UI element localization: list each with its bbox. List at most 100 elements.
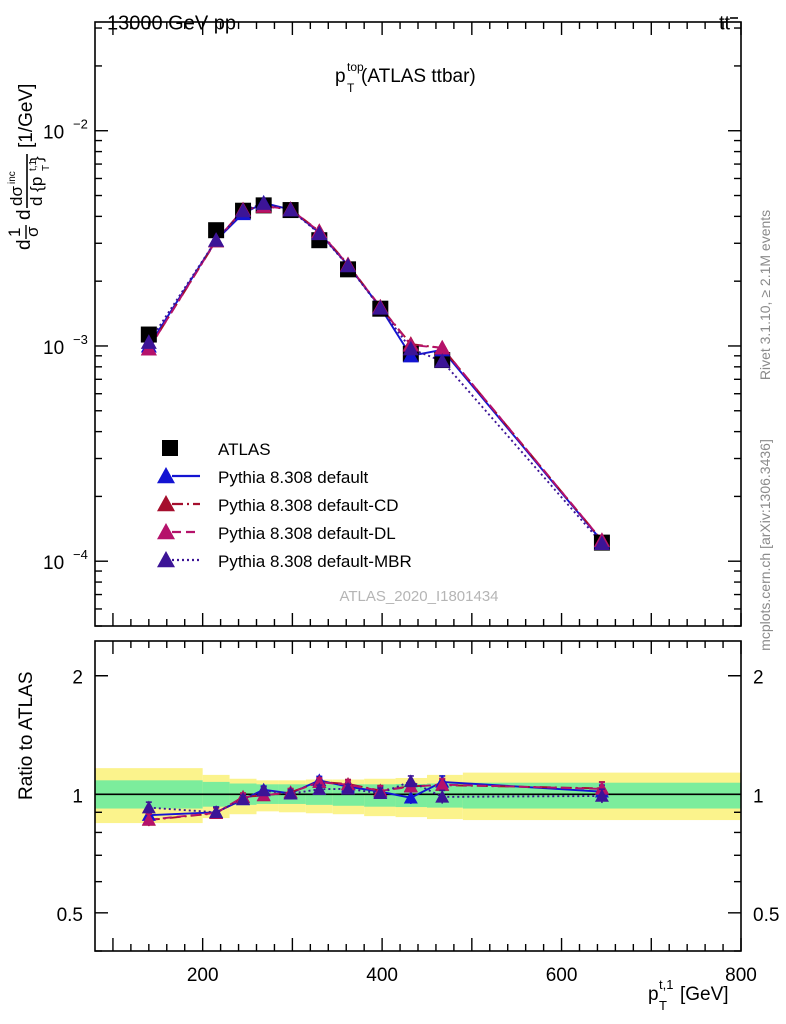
svg-text:inc: inc (7, 171, 18, 184)
svg-text:−4: −4 (73, 547, 88, 562)
svg-text:−3: −3 (73, 332, 88, 347)
main-ytick-label: 10 −3 (43, 332, 88, 359)
svg-text:(ATLAS ttbar): (ATLAS ttbar) (361, 66, 476, 87)
svg-text:1: 1 (5, 228, 24, 237)
legend-entry[interactable]: Pythia 8.308 default-CD (157, 495, 399, 515)
data-marker-triangle (236, 792, 251, 805)
data-marker-triangle (403, 774, 418, 788)
data-marker-triangle (341, 781, 356, 795)
svg-text:t,1: t,1 (28, 159, 39, 171)
legend-marker-square (162, 440, 178, 456)
legend-entry[interactable]: Pythia 8.308 default (157, 467, 369, 487)
legend-marker-triangle (157, 467, 175, 484)
main-ytick-label: 10 −4 (43, 547, 88, 574)
data-marker-triangle (402, 340, 419, 356)
legend-entry[interactable]: ATLAS (162, 440, 271, 459)
svg-text:}: } (27, 156, 46, 162)
data-marker-triangle (434, 339, 451, 355)
svg-text:[1/GeV]: [1/GeV] (16, 84, 37, 148)
analysis-watermark: ATLAS_2020_I1801434 (339, 588, 498, 605)
legend-entry[interactable]: Pythia 8.308 default-MBR (157, 551, 412, 571)
data-marker-triangle (311, 225, 328, 241)
data-marker-square (208, 222, 225, 239)
svg-text:T: T (41, 165, 52, 171)
ratio-ytick-label-right: 2 (753, 668, 764, 689)
ratio-series-markers (141, 774, 609, 819)
xtick-label: 400 (366, 965, 398, 986)
data-marker-triangle (340, 257, 357, 273)
ratio-ytick-label: 0.5 (57, 905, 83, 926)
data-marker-triangle (282, 201, 299, 217)
ratio-y-axis-label: Ratio to ATLAS (16, 672, 37, 801)
legend-label: Pythia 8.308 default (218, 468, 369, 487)
ratio-y-axis: 2 2 1 1 0.5 0.5 (57, 668, 779, 952)
rivet-version-label: Rivet 3.1.10, ≥ 2.1M events (757, 210, 773, 380)
svg-text:10: 10 (43, 553, 64, 574)
svg-text:p: p (335, 66, 346, 87)
data-marker-triangle (283, 786, 298, 800)
side-annotations: Rivet 3.1.10, ≥ 2.1M events mcplots.cern.… (757, 210, 773, 651)
legend-marker-triangle (157, 551, 175, 568)
data-marker-triangle (373, 786, 388, 799)
data-marker-triangle (140, 334, 157, 349)
ratio-x-axis: 200 400 600 800 (112, 641, 757, 986)
legend-marker-triangle (157, 523, 175, 540)
data-marker-triangle (312, 782, 327, 795)
data-marker-triangle (434, 353, 451, 368)
legend: ATLAS Pythia 8.308 default Pythia 8.308 de… (157, 440, 412, 571)
svg-text:10: 10 (43, 338, 64, 359)
legend-label: Pythia 8.308 default-DL (218, 524, 396, 543)
svg-text:σ: σ (23, 226, 42, 237)
data-marker-triangle (256, 783, 271, 797)
legend-label: Pythia 8.308 default-MBR (218, 552, 412, 571)
svg-text:[GeV]: [GeV] (680, 984, 729, 1005)
data-marker-triangle (208, 232, 225, 247)
data-marker-triangle (209, 805, 224, 819)
data-marker-triangle (594, 781, 609, 795)
legend-label: Pythia 8.308 default-CD (218, 496, 399, 515)
mcplots-credit-label: mcplots.cern.ch [arXiv:1306.3436] (757, 439, 773, 651)
ratio-ytick-label-right: 0.5 (753, 905, 779, 926)
svg-text:−2: −2 (73, 117, 88, 132)
ratio-panel: 2 2 1 1 0.5 0.5 200 400 600 800 Ratio to ATLAS (16, 640, 779, 986)
data-marker-triangle (435, 789, 450, 803)
data-marker-triangle (141, 812, 156, 826)
data-marker-triangle (594, 788, 609, 802)
main-series-group (140, 194, 610, 551)
data-marker-triangle (235, 202, 252, 218)
beam-energy-label: 13000 GeV pp (107, 13, 236, 35)
data-marker-triangle (403, 790, 418, 804)
svg-text:tt: tt (719, 13, 731, 35)
ratio-series-line (148, 781, 602, 821)
svg-text:dσ: dσ (7, 186, 26, 206)
xtick-label: 600 (546, 965, 578, 986)
data-marker-triangle (255, 195, 272, 210)
data-marker-triangle (141, 800, 156, 814)
legend-entry[interactable]: Pythia 8.308 default-DL (157, 523, 396, 543)
data-marker-triangle (435, 777, 450, 791)
data-marker-triangle (372, 300, 389, 315)
svg-text:Ratio to ATLAS: Ratio to ATLAS (16, 672, 37, 801)
ratio-ytick-label: 1 (72, 786, 83, 807)
svg-text:top: top (347, 60, 364, 74)
x-axis-label: p t,1 T [GeV] (648, 977, 729, 1013)
main-ytick-label: 10 −2 (43, 117, 88, 144)
main-panel: 10 −2 10 −3 10 −4 p top T (ATLAS ttbar) d 1 σd dσ inc… (5, 21, 742, 627)
xtick-label: 800 (725, 965, 757, 986)
svg-text:d: d (14, 209, 35, 220)
svg-text:10: 10 (43, 123, 64, 144)
process-label: tt (719, 13, 738, 35)
svg-text:T: T (347, 81, 355, 95)
svg-text:d {p: d {p (27, 177, 46, 206)
xtick-label: 200 (187, 965, 219, 986)
ratio-ytick-label: 2 (72, 668, 83, 689)
ratio-ytick-label-right: 1 (753, 786, 764, 807)
series-markers (140, 195, 610, 550)
main-y-axis: 10 −2 10 −3 10 −4 (43, 27, 741, 627)
svg-text:t,1: t,1 (659, 977, 673, 992)
data-marker-triangle (593, 535, 610, 550)
page-title: p top T (ATLAS ttbar) (335, 60, 476, 95)
legend-marker-triangle (157, 495, 175, 512)
